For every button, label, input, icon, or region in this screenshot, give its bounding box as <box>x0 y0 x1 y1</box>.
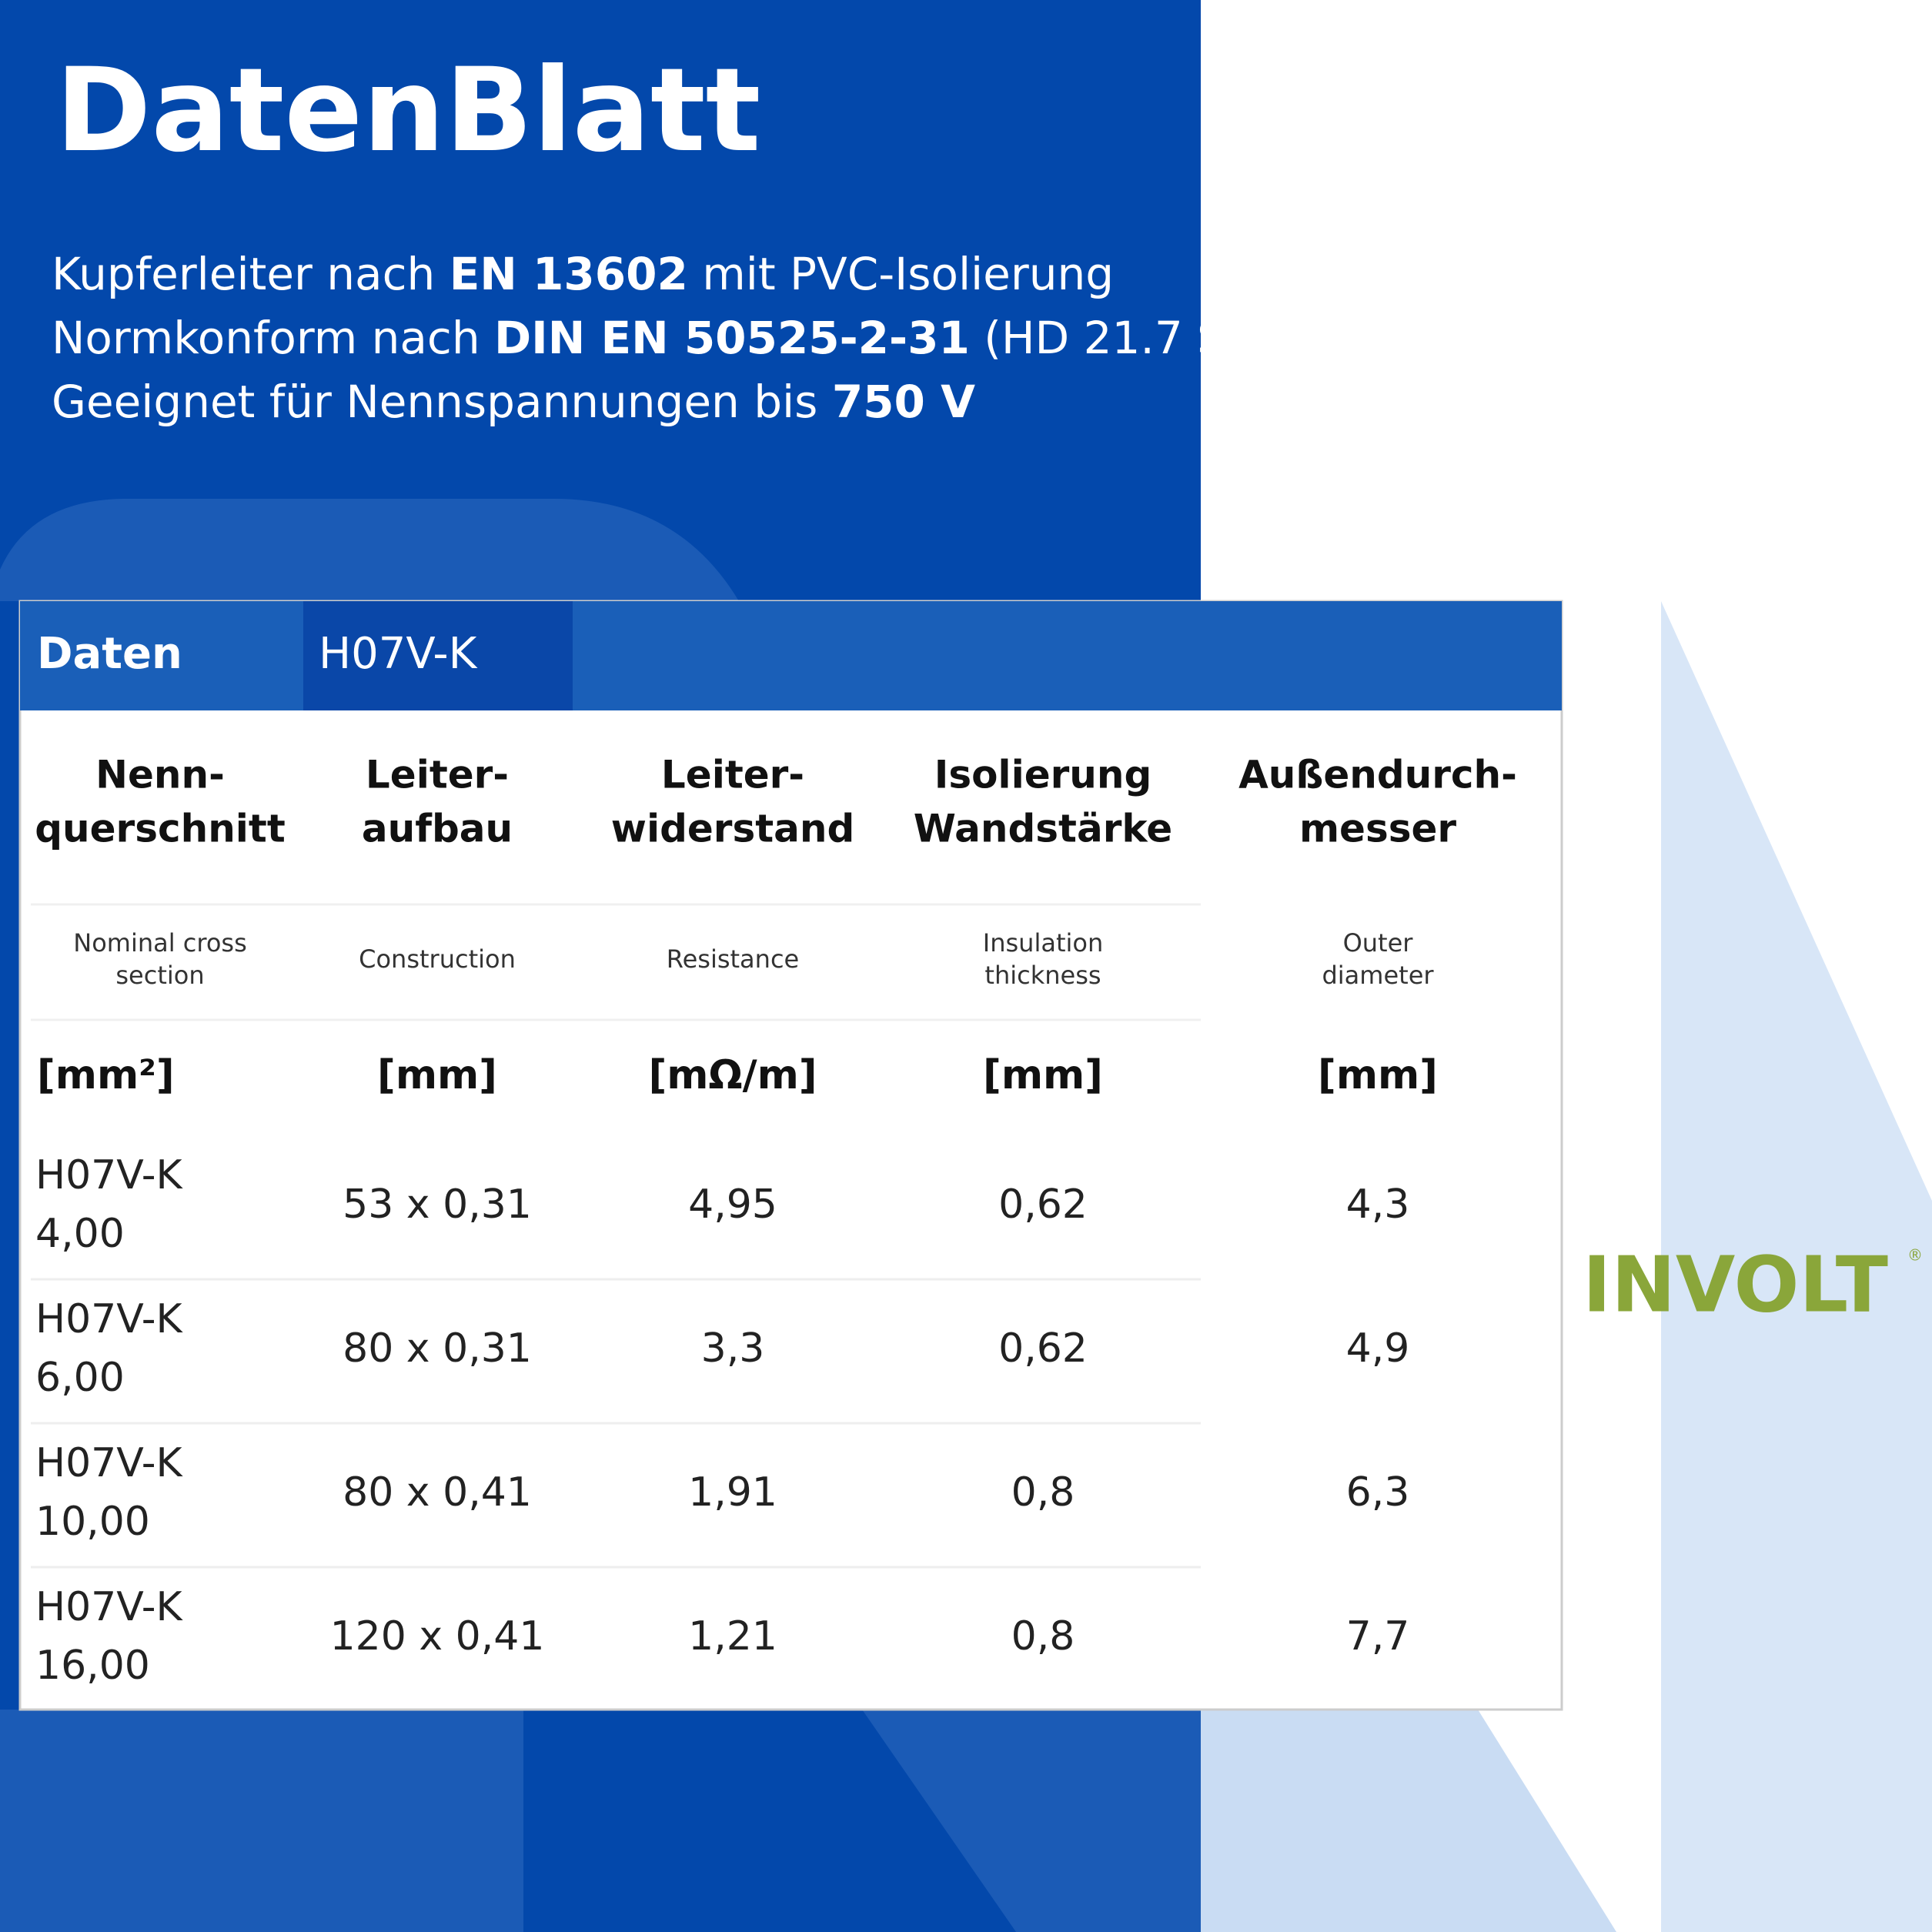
table-header <box>20 601 1562 710</box>
unit: [mm] <box>983 1052 1103 1098</box>
logo-mark: ® <box>1907 1246 1923 1265</box>
column-subheading: thickness <box>984 961 1101 990</box>
bg-shape <box>862 1710 1201 1932</box>
cell: 4,9 <box>1346 1325 1410 1372</box>
table <box>18 600 1563 1711</box>
intro-segment: (HD 21.7 S2) <box>970 312 1272 364</box>
cell: 53 x 0,31 <box>343 1182 532 1228</box>
cell: 1,91 <box>688 1469 777 1516</box>
unit: [mm²] <box>37 1052 175 1098</box>
cell: 3,3 <box>701 1325 765 1372</box>
column-subheading: Nominal cross <box>73 928 247 958</box>
intro-segment: mit PVC-Isolierung <box>688 248 1114 300</box>
cell: H07V-K <box>35 1584 184 1630</box>
cell: 16,00 <box>35 1643 150 1689</box>
cell: 0,8 <box>1011 1613 1075 1660</box>
unit: [mΩ/m] <box>648 1052 817 1098</box>
cell: 4,3 <box>1346 1182 1410 1228</box>
bg-shape <box>0 499 739 601</box>
cell: H07V-K <box>35 1296 184 1342</box>
intro-segment: DIN EN 50525-2-31 <box>494 312 970 364</box>
column-heading: messer <box>1299 807 1456 851</box>
cell: H07V-K <box>35 1440 184 1486</box>
logo: INVOLT <box>1583 1239 1888 1329</box>
column-subheading: Construction <box>359 944 516 974</box>
intro-line: Kupferleiter nach EN 13602 mit PVC-Isoli… <box>52 248 1114 300</box>
intro-segment: 750 V <box>832 376 975 428</box>
intro-segment: EN 13602 <box>450 248 688 300</box>
cell: 120 x 0,41 <box>330 1613 545 1660</box>
column-heading: Außendurch- <box>1238 753 1517 797</box>
cell: H07V-K <box>35 1152 184 1198</box>
cell: 0,8 <box>1011 1469 1075 1516</box>
column-heading: widerstand <box>611 807 854 851</box>
intro-segment: Kupferleiter nach <box>52 248 450 300</box>
column-subheading: section <box>115 961 204 990</box>
column-heading: Isolierung <box>934 753 1152 797</box>
intro: Kupferleiter nach EN 13602 mit PVC-Isoli… <box>52 248 1272 428</box>
column-subheading: Resistance <box>667 944 799 974</box>
cell: 6,00 <box>35 1355 125 1401</box>
cell: 6,3 <box>1346 1469 1410 1516</box>
cell: 4,95 <box>688 1182 777 1228</box>
header-label: Daten <box>37 629 182 679</box>
bg-shape <box>1661 601 1932 1932</box>
title: DatenBlatt <box>55 44 760 178</box>
header-value: H07V-K <box>319 629 478 679</box>
intro-line: Normkonform nach DIN EN 50525-2-31 (HD 2… <box>52 312 1272 364</box>
cell: 7,7 <box>1346 1613 1410 1660</box>
column-subheading: diameter <box>1322 961 1434 990</box>
column-subheading: Insulation <box>983 928 1103 958</box>
cell: 0,62 <box>998 1182 1088 1228</box>
intro-line: Geeignet für Nennspannungen bis 750 V <box>52 376 975 428</box>
cell: 1,21 <box>688 1613 777 1660</box>
intro-segment: Geeignet für Nennspannungen bis <box>52 376 832 428</box>
column-heading: Wandstärke <box>914 807 1172 851</box>
column-subheading: Outer <box>1343 928 1414 958</box>
column-heading: aufbau <box>362 807 513 851</box>
bg-shape <box>0 1710 523 1932</box>
column-heading: Leiter- <box>661 753 804 797</box>
header-cell <box>303 601 573 710</box>
cell: 80 x 0,31 <box>343 1325 532 1372</box>
cell: 80 x 0,41 <box>343 1469 532 1516</box>
cell: 10,00 <box>35 1499 150 1545</box>
bg-shape <box>1201 1710 1616 1932</box>
intro-segment: Normkonform nach <box>52 312 494 364</box>
column-heading: Leiter- <box>366 753 509 797</box>
unit: [mm] <box>1318 1052 1438 1098</box>
column-heading: querschnitt <box>35 807 286 851</box>
cell: 0,62 <box>998 1325 1088 1372</box>
table-body: Nenn-querschnitt Nominal cross section [mm²… <box>31 753 1517 1689</box>
column-heading: Nenn- <box>95 753 225 797</box>
unit: [mm] <box>377 1052 497 1098</box>
cell: 4,00 <box>35 1211 125 1257</box>
